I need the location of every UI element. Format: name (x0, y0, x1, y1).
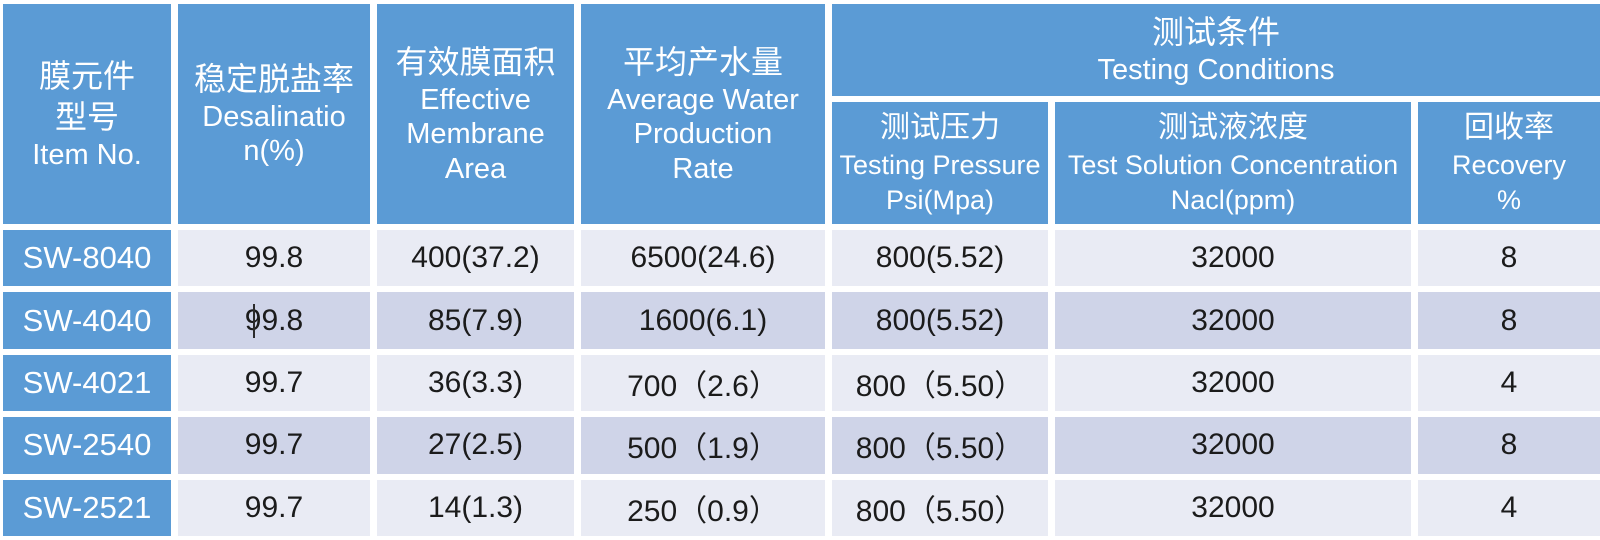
header-membrane-area: 有效膜面积 Effective Membrane Area (377, 4, 574, 224)
header-water-production: 平均产水量 Average Water Production Rate (581, 4, 825, 224)
header-water-production-en-2: Production (633, 118, 773, 151)
cell-sw-4040-concentration: 32000 (1055, 292, 1411, 349)
header-desalination-en-2: n(%) (243, 135, 305, 168)
cell-sw-4040-desalination: 99.8 (178, 292, 370, 349)
header-desalination-en-1: Desalinatio (202, 101, 346, 134)
header-testing-conditions-zh: 测试条件 (1151, 14, 1280, 51)
cell-sw-2521-concentration: 32000 (1055, 479, 1411, 536)
cell-sw-2540-concentration: 32000 (1055, 417, 1411, 474)
header-membrane-area-en-2: Membrane (406, 118, 545, 151)
cell-sw-4040-production: 1600(6.1) (581, 292, 825, 349)
header-desalination-zh: 稳定脱盐率 (193, 61, 354, 98)
header-recovery: 回收率 Recovery % (1418, 102, 1600, 224)
header-test-solution-en-1: Test Solution Concentration (1067, 150, 1399, 181)
header-testing-pressure: 测试压力 Testing Pressure Psi(Mpa) (832, 102, 1048, 224)
header-water-production-en-1: Average Water (607, 84, 799, 117)
header-testing-conditions-en: Testing Conditions (1097, 54, 1335, 87)
header-test-solution-en-2: Nacl(ppm) (1170, 185, 1296, 216)
header-membrane-area-en-3: Area (444, 152, 507, 185)
header-recovery-zh: 回收率 (1464, 110, 1554, 144)
cell-sw-2521-recovery: 4 (1418, 479, 1600, 536)
cell-sw-4021-pressure: 800（5.50） (832, 354, 1048, 412)
cell-sw-4021-area: 36(3.3) (377, 354, 574, 412)
cell-sw-2521-area: 14(1.3) (377, 479, 574, 536)
header-membrane-area-en-1: Effective (420, 84, 531, 117)
header-testing-pressure-en-1: Testing Pressure (839, 150, 1041, 181)
header-test-solution-zh: 测试液浓度 (1158, 110, 1308, 144)
cell-sw-2521-desalination: 99.7 (178, 479, 370, 536)
header-water-production-en-3: Rate (672, 152, 734, 185)
header-desalination: 稳定脱盐率 Desalinatio n(%) (178, 4, 370, 224)
cell-sw-4021-desalination: 99.7 (178, 354, 370, 412)
cell-sw-4021-recovery: 4 (1418, 354, 1600, 412)
cell-sw-4040-pressure: 800(5.52) (832, 292, 1048, 349)
cell-sw-2540-production: 500（1.9） (581, 417, 825, 474)
header-testing-pressure-zh: 测试压力 (880, 110, 1000, 144)
cell-sw-8040-recovery: 8 (1418, 230, 1600, 287)
row-header-sw-8040: SW-8040 (3, 230, 171, 287)
header-test-solution: 测试液浓度 Test Solution Concentration Nacl(p… (1055, 102, 1411, 224)
text-cursor (253, 303, 255, 338)
cell-sw-8040-desalination: 99.8 (178, 230, 370, 287)
cell-sw-8040-area: 400(37.2) (377, 230, 574, 287)
header-membrane-area-zh: 有效膜面积 (395, 44, 556, 81)
header-testing-pressure-en-2: Psi(Mpa) (885, 185, 994, 216)
header-recovery-en-1: Recovery (1451, 150, 1567, 181)
cell-sw-8040-pressure: 800(5.52) (832, 230, 1048, 287)
header-item-no-zh-2: 型号 (54, 98, 119, 135)
row-header-sw-2521: SW-2521 (3, 479, 171, 536)
cell-sw-8040-concentration: 32000 (1055, 230, 1411, 287)
header-item-no: 膜元件 型号 Item No. (3, 4, 171, 224)
header-water-production-zh: 平均产水量 (622, 44, 783, 81)
cell-sw-2540-recovery: 8 (1418, 417, 1600, 474)
cell-sw-4021-production: 700（2.6） (581, 354, 825, 412)
cell-sw-4040-recovery: 8 (1418, 292, 1600, 349)
header-item-no-en: Item No. (32, 138, 142, 171)
cell-sw-2521-production: 250（0.9） (581, 479, 825, 536)
header-item-no-zh-1: 膜元件 (38, 57, 135, 94)
cell-sw-4040-area: 85(7.9) (377, 292, 574, 349)
row-header-sw-2540: SW-2540 (3, 417, 171, 474)
cell-sw-2540-area: 27(2.5) (377, 417, 574, 474)
cell-sw-2521-pressure: 800（5.50） (832, 479, 1048, 536)
header-testing-conditions: 测试条件 Testing Conditions (832, 4, 1600, 96)
header-recovery-en-2: % (1496, 185, 1521, 216)
cell-sw-4021-concentration: 32000 (1055, 354, 1411, 412)
cell-sw-8040-production: 6500(24.6) (581, 230, 825, 287)
row-header-sw-4021: SW-4021 (3, 354, 171, 412)
cell-sw-2540-pressure: 800（5.50） (832, 417, 1048, 474)
row-header-sw-4040: SW-4040 (3, 292, 171, 349)
cell-sw-2540-desalination: 99.7 (178, 417, 370, 474)
